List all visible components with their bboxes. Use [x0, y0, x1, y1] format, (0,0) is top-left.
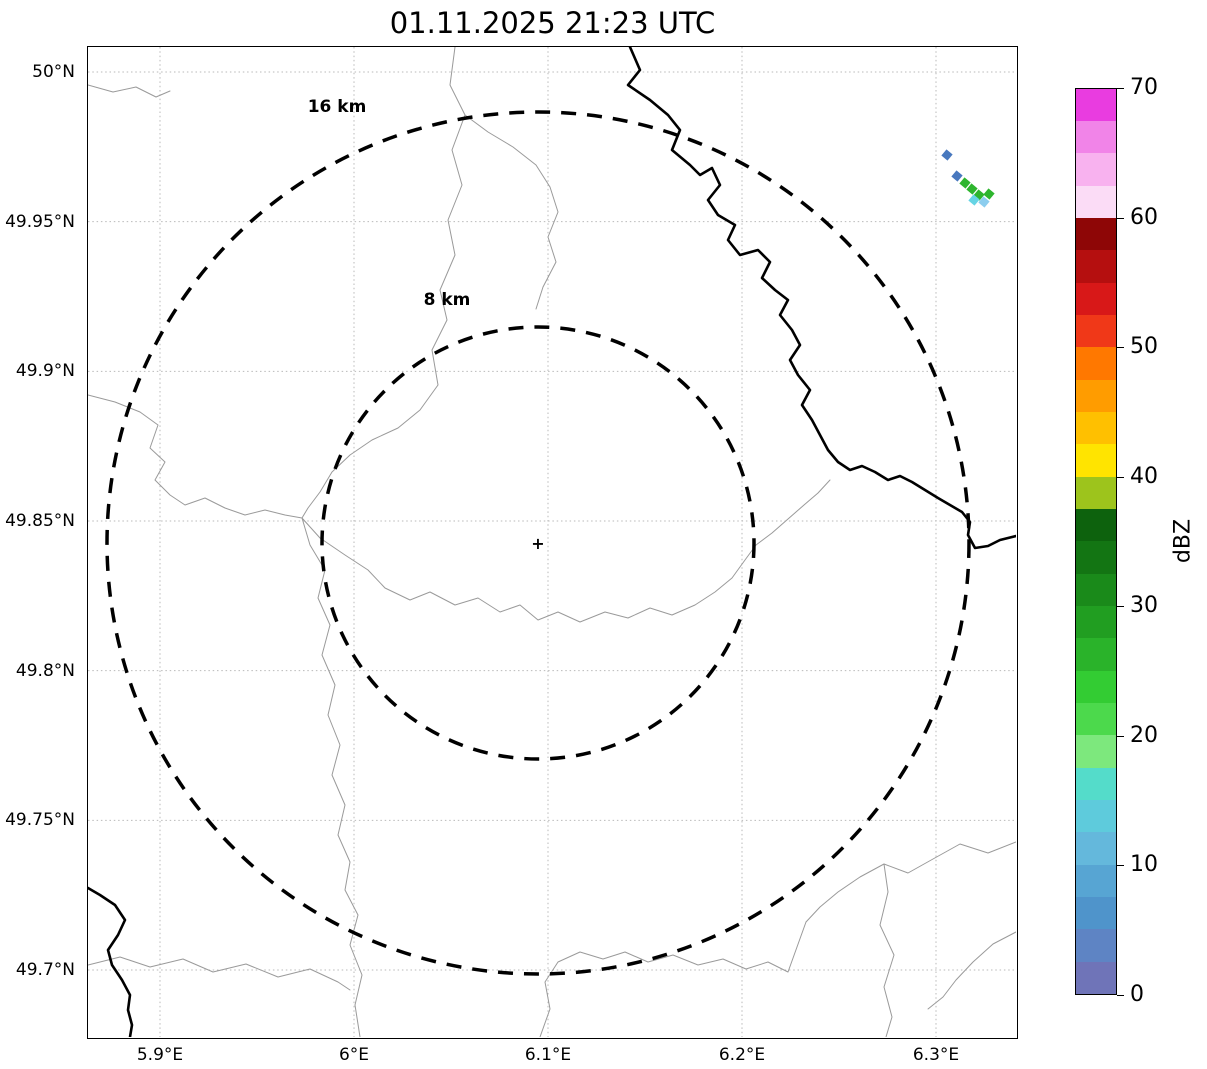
y-tick-label: 49.85°N	[5, 511, 75, 531]
boundary-line	[88, 956, 351, 991]
colorbar-segment	[1076, 315, 1116, 348]
colorbar-label: dBZ	[1170, 518, 1196, 564]
river-line	[88, 886, 134, 1037]
colorbar-gradient	[1075, 88, 1117, 995]
ring-label-16km: 16 km	[307, 97, 367, 117]
boundary-line	[879, 863, 895, 1037]
colorbar-tick-label: 30	[1130, 593, 1158, 619]
colorbar-tick-label: 0	[1130, 982, 1144, 1007]
range-ring-inner	[320, 325, 756, 761]
x-tick-label: 6.1°E	[524, 1045, 572, 1065]
river-line	[626, 47, 1016, 550]
colorbar-ticks: 0 10 20 30 40 50 60 70	[1117, 75, 1197, 1007]
map-svg: +	[88, 47, 1016, 1037]
y-tick-label: 50°N	[32, 62, 75, 82]
colorbar-segment	[1076, 541, 1116, 574]
ring-label-8km: 8 km	[423, 290, 471, 310]
boundary-line	[464, 114, 559, 310]
colorbar-segment	[1076, 476, 1116, 510]
colorbar-segment	[1076, 929, 1116, 962]
colorbar-tick-label: 20	[1130, 722, 1158, 748]
colorbar-segment	[1076, 218, 1116, 251]
colorbar-segment	[1076, 121, 1116, 154]
y-tick-label: 49.75°N	[5, 810, 75, 831]
colorbar-segment	[1076, 832, 1116, 865]
colorbar-segment	[1076, 185, 1116, 219]
colorbar-tick-mark	[1117, 88, 1124, 89]
boundary-line	[927, 931, 1016, 1010]
colorbar-segment	[1076, 961, 1116, 994]
plot-title: 01.11.2025 21:23 UTC	[389, 6, 716, 40]
colorbar-tick-mark	[1117, 217, 1124, 219]
boundary-line	[539, 921, 807, 1037]
boundary-line	[88, 394, 303, 519]
colorbar-segment	[1076, 767, 1116, 801]
colorbar-segment	[1076, 897, 1116, 930]
colorbar-segment	[1076, 153, 1116, 186]
colorbar-segment	[1076, 573, 1116, 607]
boundary-layer	[88, 47, 1016, 1037]
colorbar-tick-mark	[1117, 735, 1124, 737]
x-axis-ticks: 5.9°E 6°E 6.1°E 6.2°E 6.3°E	[0, 1044, 1207, 1068]
colorbar-segment	[1076, 379, 1116, 413]
y-axis-ticks: 50°N 49.95°N 49.9°N 49.85°N 49.8°N 49.75°N 49.…	[0, 0, 85, 1069]
colorbar-segment	[1076, 444, 1116, 477]
colorbar-tick-label: 50	[1130, 334, 1158, 360]
range-ring-outer	[105, 110, 971, 976]
colorbar-tick-mark	[1117, 606, 1124, 608]
colorbar-segment	[1076, 638, 1116, 671]
colorbar-segment	[1076, 800, 1116, 833]
colorbar-segment	[1076, 670, 1116, 704]
colorbar-tick-label: 70	[1130, 75, 1158, 100]
y-tick-label: 49.9°N	[15, 361, 75, 382]
colorbar-segment	[1076, 412, 1116, 445]
boundary-line	[805, 841, 1016, 923]
y-tick-label: 49.7°N	[15, 960, 75, 980]
y-tick-label: 49.8°N	[15, 660, 75, 681]
x-tick-label: 6.3°E	[912, 1045, 960, 1065]
colorbar-segment	[1076, 282, 1116, 316]
x-tick-label: 6°E	[338, 1045, 370, 1065]
range-rings	[105, 110, 971, 976]
grid-layer	[88, 47, 1016, 1037]
river-layer	[88, 47, 1016, 1037]
x-tick-label: 5.9°E	[136, 1045, 184, 1065]
boundary-line	[301, 517, 363, 1037]
colorbar-tick-mark	[1117, 476, 1124, 478]
colorbar-segment	[1076, 88, 1116, 122]
colorbar-segment	[1076, 347, 1116, 380]
colorbar-segment	[1076, 864, 1116, 898]
colorbar-tick-label: 40	[1130, 463, 1158, 489]
colorbar-tick-mark	[1117, 347, 1124, 349]
boundary-line	[88, 84, 171, 98]
colorbar-segment	[1076, 606, 1116, 639]
colorbar-segment	[1076, 250, 1116, 283]
colorbar-segment	[1076, 703, 1116, 736]
x-tick-label: 6.2°E	[718, 1045, 766, 1065]
y-tick-label: 49.95°N	[5, 211, 75, 232]
colorbar-tick-label: 10	[1130, 852, 1158, 878]
colorbar-tick-label: 60	[1130, 204, 1158, 230]
colorbar-segment	[1076, 509, 1116, 542]
boundary-line	[301, 47, 466, 519]
colorbar-segment	[1076, 735, 1116, 768]
boundary-line	[755, 479, 831, 546]
colorbar-tick-mark	[1117, 995, 1124, 996]
colorbar-tick-mark	[1117, 865, 1124, 867]
map-plot: + 16 km 8 km	[87, 46, 1018, 1039]
boundary-line	[301, 517, 757, 623]
radar-center-marker: +	[531, 534, 544, 553]
